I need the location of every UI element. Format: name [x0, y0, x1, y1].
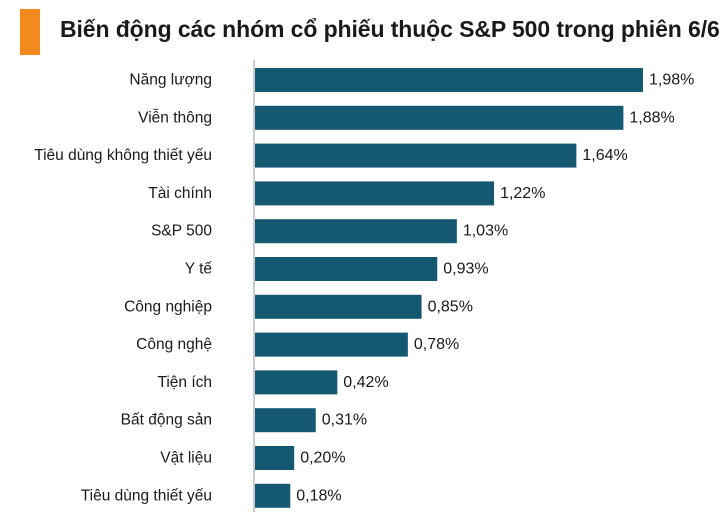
category-label: Y tế — [185, 261, 213, 278]
category-label: Tài chính — [148, 185, 212, 202]
category-label: Tiêu dùng thiết yếu — [81, 487, 212, 504]
value-label: 0,85% — [428, 298, 473, 315]
value-label: 0,18% — [296, 487, 341, 504]
bar — [255, 294, 422, 319]
value-label: 0,31% — [322, 412, 367, 429]
value-label: 1,22% — [500, 185, 545, 202]
bar-row: Viễn thông 1,88% — [138, 105, 675, 130]
category-label: Tiện ích — [157, 374, 212, 391]
bar-row: Công nghệ 0,78% — [136, 332, 459, 357]
category-label: Công nghiệp — [124, 298, 212, 315]
category-label: Năng lượng — [129, 72, 212, 89]
bar-row: Tài chính 1,22% — [148, 181, 545, 206]
bar — [255, 446, 295, 470]
value-label: 1,98% — [649, 72, 694, 89]
bar — [255, 332, 408, 357]
bar — [255, 483, 291, 508]
bar — [255, 370, 338, 395]
bar-row: Tiêu dùng không thiết yếu 1,64% — [34, 143, 628, 168]
category-label: Tiêu dùng không thiết yếu — [34, 147, 212, 164]
bar-row: S&P 500 1,03% — [151, 219, 508, 244]
value-label: 0,93% — [443, 261, 488, 278]
category-label: S&P 500 — [151, 223, 212, 240]
category-label: Viễn thông — [138, 109, 212, 126]
value-label: 0,20% — [300, 450, 345, 467]
bar — [255, 219, 457, 244]
category-label: Vật liệu — [160, 450, 212, 467]
value-label: 0,42% — [343, 374, 388, 391]
title-accent-bar — [20, 9, 40, 55]
value-label: 1,64% — [582, 147, 627, 164]
chart-title: Biến động các nhóm cổ phiếu thuộc S&P 50… — [60, 16, 720, 42]
bar-row: Vật liệu 0,20% — [160, 446, 346, 470]
bar — [255, 68, 643, 92]
bar-row: Y tế 0,93% — [185, 257, 489, 281]
bar — [255, 143, 577, 168]
category-label: Bất động sản — [121, 412, 212, 429]
category-label: Công nghệ — [136, 336, 212, 353]
bar-row: Tiện ích 0,42% — [157, 370, 389, 395]
bar-row: Bất động sản 0,31% — [121, 408, 367, 433]
value-label: 1,88% — [629, 109, 674, 126]
bar — [255, 181, 495, 206]
bar-row: Tiêu dùng thiết yếu 0,18% — [81, 483, 342, 508]
bar — [255, 408, 316, 433]
bar-row: Năng lượng 1,98% — [129, 68, 694, 92]
bar — [255, 257, 438, 281]
bar-row: Công nghiệp 0,85% — [124, 294, 473, 319]
bars-layer: Năng lượng 1,98%Viễn thông 1,88%Tiêu dùng … — [34, 68, 694, 508]
bar — [255, 105, 624, 130]
value-label: 0,78% — [414, 336, 459, 353]
value-label: 1,03% — [463, 223, 508, 240]
